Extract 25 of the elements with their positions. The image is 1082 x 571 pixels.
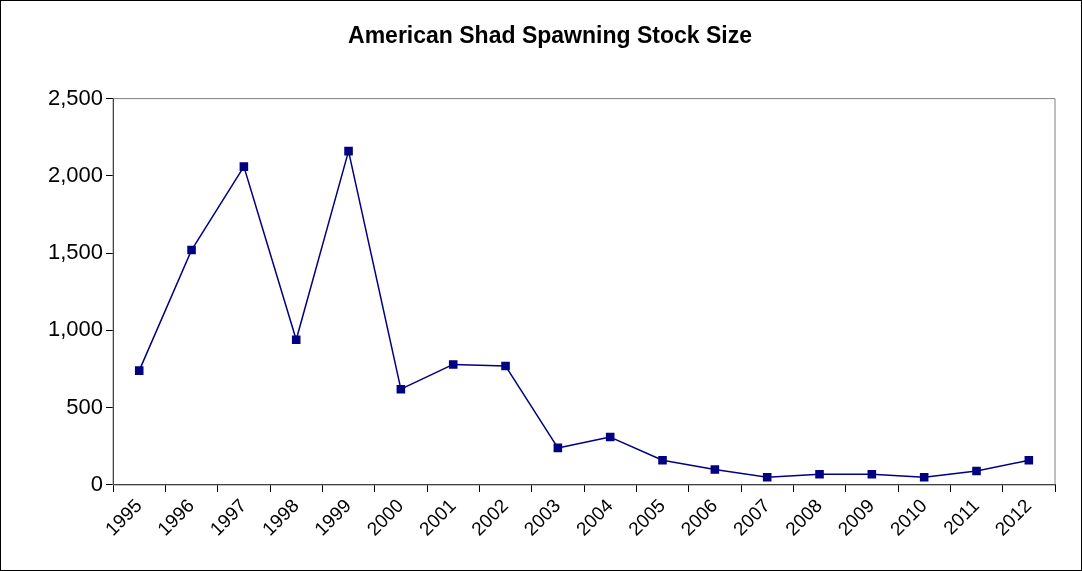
point xyxy=(972,466,981,476)
y-tick-label: 2,000 xyxy=(47,161,104,187)
y-tick-label: 0 xyxy=(90,471,104,497)
point xyxy=(867,469,877,479)
point xyxy=(658,455,667,465)
point xyxy=(134,366,144,375)
point xyxy=(291,335,301,344)
point xyxy=(501,361,510,371)
point xyxy=(710,465,720,474)
point xyxy=(919,472,929,482)
point xyxy=(448,360,458,369)
point xyxy=(815,469,824,479)
y-tick-label: 2,500 xyxy=(47,84,104,110)
point xyxy=(396,384,406,394)
point xyxy=(187,245,196,255)
point xyxy=(344,146,353,156)
point xyxy=(762,472,772,482)
point xyxy=(1024,455,1034,465)
point xyxy=(553,443,563,453)
y-tick-label: 1,000 xyxy=(47,316,104,342)
y-tick-label: 1,500 xyxy=(47,239,104,265)
chart-title: American Shad Spawning Stock Size xyxy=(348,22,752,49)
point xyxy=(605,432,615,442)
point xyxy=(239,162,249,171)
y-tick-label: 500 xyxy=(66,393,104,419)
